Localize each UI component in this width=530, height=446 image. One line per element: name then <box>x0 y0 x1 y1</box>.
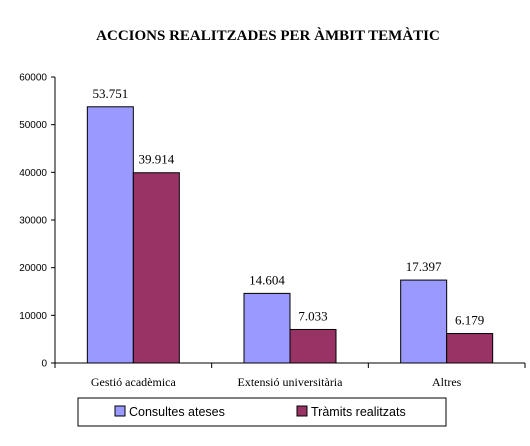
bar-consultes <box>400 279 448 364</box>
data-label: 39.914 <box>138 152 174 167</box>
legend-box <box>77 397 447 427</box>
x-category-label: Altres <box>432 375 462 389</box>
legend: Consultes ateses Tràmits realitzats <box>77 397 447 427</box>
y-tick-label: 50000 <box>19 120 47 131</box>
legend-swatch <box>296 405 308 417</box>
legend-swatch <box>114 405 126 417</box>
plot-area: 0 10000 20000 30000 40000 50000 60000 53.751 39.… <box>19 73 526 389</box>
data-label: 17.397 <box>406 259 442 274</box>
bar-consultes <box>86 106 134 364</box>
x-category-label: Extensió universitària <box>238 375 344 389</box>
y-tick-label: 10000 <box>19 311 47 322</box>
y-tick-label: 20000 <box>19 263 47 274</box>
data-label: 6.179 <box>455 313 484 328</box>
y-tick-label: 0 <box>41 359 47 370</box>
y-tick-label: 30000 <box>19 216 47 227</box>
bar-consultes <box>243 292 291 364</box>
bar-tramits <box>132 172 180 364</box>
bar-tramits <box>446 333 494 364</box>
legend-label: Tràmits realitzats <box>311 405 406 419</box>
data-label: 14.604 <box>249 272 285 287</box>
y-tick-label: 40000 <box>19 168 47 179</box>
y-tick-label: 60000 <box>19 73 47 84</box>
legend-label: Consultes ateses <box>129 405 225 419</box>
bar-tramits <box>289 328 337 364</box>
data-label: 7.033 <box>298 308 327 323</box>
chart-title: ACCIONS REALITZADES PER ÀMBIT TEMÀTIC <box>96 27 440 44</box>
data-label: 53.751 <box>92 86 128 101</box>
x-category-label: Gestió acadèmica <box>91 375 177 389</box>
